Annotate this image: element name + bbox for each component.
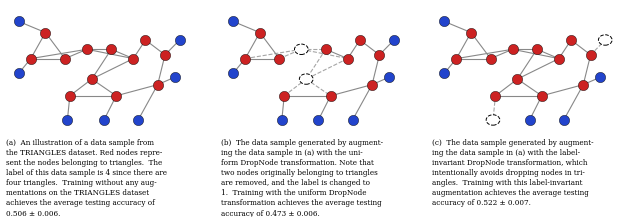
Point (490, 94, 500, 97)
Point (586, 53, 596, 57)
Point (374, 53, 385, 57)
Point (140, 38, 150, 42)
Point (279, 94, 289, 97)
Point (466, 31, 476, 34)
Point (13, 20, 24, 23)
Point (348, 118, 358, 122)
Point (439, 72, 449, 75)
Point (537, 94, 547, 97)
Point (160, 53, 170, 57)
Point (128, 57, 138, 60)
Point (240, 57, 250, 60)
Circle shape (598, 35, 612, 45)
Point (342, 57, 353, 60)
Text: (a)  An illustration of a data sample from
the TRIANGLES dataset. Red nodes repr: (a) An illustration of a data sample fro… (6, 139, 168, 217)
Point (99, 118, 109, 122)
Text: (b)  The data sample generated by augment-
ing the data sample in (a) with the u: (b) The data sample generated by augment… (221, 139, 383, 217)
Point (86, 77, 97, 81)
Circle shape (486, 115, 500, 125)
Circle shape (300, 74, 313, 84)
Point (508, 48, 518, 51)
Point (40, 31, 51, 34)
Point (175, 38, 185, 42)
Point (60, 57, 70, 60)
Point (26, 57, 36, 60)
Point (13, 72, 24, 75)
Point (326, 94, 336, 97)
Point (133, 118, 143, 122)
Point (532, 48, 542, 51)
Point (314, 118, 323, 122)
Point (255, 31, 265, 34)
Point (566, 38, 576, 42)
Circle shape (294, 44, 308, 54)
Point (578, 83, 588, 86)
Point (228, 20, 238, 23)
Point (554, 57, 564, 60)
Point (512, 77, 522, 81)
Point (82, 48, 92, 51)
Point (65, 94, 75, 97)
Point (111, 94, 122, 97)
Point (106, 48, 116, 51)
Point (274, 57, 284, 60)
Text: (c)  The data sample generated by augment-
ing the data sample in (a) with the l: (c) The data sample generated by augment… (432, 139, 594, 207)
Point (62, 118, 72, 122)
Point (384, 76, 394, 79)
Point (152, 83, 163, 86)
Point (170, 76, 180, 79)
Point (559, 118, 569, 122)
Point (451, 57, 461, 60)
Point (276, 118, 287, 122)
Point (595, 76, 605, 79)
Point (355, 38, 365, 42)
Point (486, 57, 496, 60)
Point (321, 48, 331, 51)
Point (439, 20, 449, 23)
Point (389, 38, 399, 42)
Point (367, 83, 377, 86)
Point (228, 72, 238, 75)
Point (525, 118, 535, 122)
